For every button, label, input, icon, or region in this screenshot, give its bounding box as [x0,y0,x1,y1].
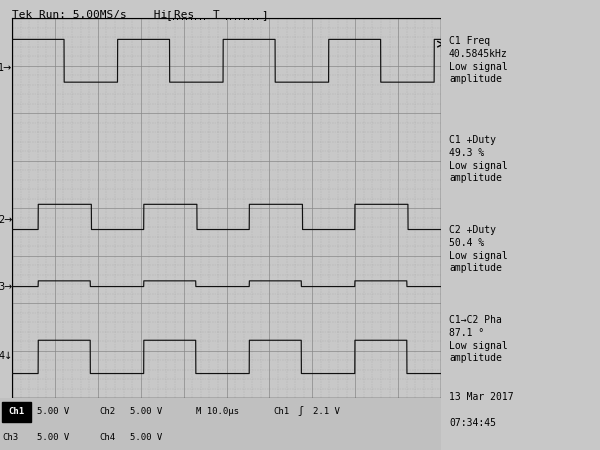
Text: C1 +Duty
49.3 %
Low signal
amplitude: C1 +Duty 49.3 % Low signal amplitude [449,135,508,184]
Text: M 10.0μs: M 10.0μs [196,407,239,416]
Text: .: . [197,13,203,22]
Text: .: . [193,13,198,22]
Text: .: . [180,13,185,22]
Text: C1 Freq
40.5845kHz
Low signal
amplitude: C1 Freq 40.5845kHz Low signal amplitude [449,36,508,85]
Text: 5.00 V: 5.00 V [130,407,163,416]
Text: 2→: 2→ [0,215,13,225]
Text: .: . [251,13,256,22]
Text: .: . [233,13,238,22]
Text: ]: ] [261,10,268,20]
FancyBboxPatch shape [2,402,31,422]
Text: Ch1: Ch1 [8,407,25,416]
Text: .: . [255,13,260,22]
Text: .: . [175,13,181,22]
Text: 2.1 V: 2.1 V [313,407,340,416]
Text: 1→: 1→ [0,63,13,73]
Text: Ch4: Ch4 [99,432,115,441]
Text: [: [ [165,10,172,20]
Text: .: . [224,13,229,22]
Text: Ch2: Ch2 [99,407,115,416]
Text: 3→: 3→ [0,282,13,292]
Text: 4↓: 4↓ [0,351,13,361]
Text: .: . [238,13,242,22]
Text: C1→C2 Pha
87.1 °
Low signal
amplitude: C1→C2 Pha 87.1 ° Low signal amplitude [449,315,508,364]
Text: Ch1: Ch1 [274,407,290,416]
Text: 5.00 V: 5.00 V [37,407,70,416]
Text: Ch3: Ch3 [2,432,19,441]
Text: .: . [202,13,207,22]
Text: C2 +Duty
50.4 %
Low signal
amplitude: C2 +Duty 50.4 % Low signal amplitude [449,225,508,274]
Text: .: . [229,13,233,22]
Text: ʃ: ʃ [298,406,304,416]
Text: 07:34:45: 07:34:45 [449,418,496,428]
Text: .: . [246,13,251,22]
Text: 5.00 V: 5.00 V [37,432,70,441]
Text: Tek Run: 5.00MS/s    Hi Res: Tek Run: 5.00MS/s Hi Res [12,10,194,20]
Text: 5.00 V: 5.00 V [130,432,163,441]
Text: 13 Mar 2017: 13 Mar 2017 [449,392,514,401]
Text: .: . [184,13,189,22]
Text: .: . [242,13,247,22]
Text: .: . [171,13,176,22]
Text: .: . [188,13,194,22]
Text: T: T [213,10,220,20]
